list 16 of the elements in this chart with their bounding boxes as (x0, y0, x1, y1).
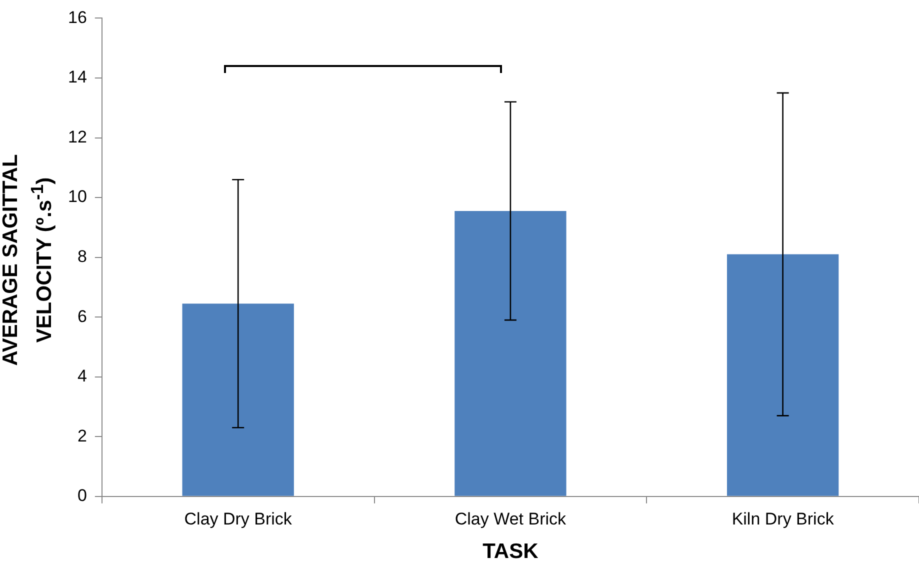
x-axis-title: TASK (482, 540, 538, 564)
y-tick-label: 0 (77, 486, 87, 506)
bar (182, 304, 294, 496)
y-tick-label: 10 (68, 187, 87, 206)
bar (726, 254, 839, 496)
y-tick-label: 14 (68, 68, 87, 87)
x-tick-label: Clay Wet Brick (454, 509, 567, 528)
y-tick-label: 6 (77, 306, 87, 326)
y-tick-label: 12 (68, 127, 87, 146)
y-tick-label: 4 (77, 366, 87, 386)
bar (454, 210, 566, 496)
x-tick-label: Clay Dry Brick (184, 509, 292, 528)
y-tick-label: 16 (68, 8, 87, 27)
x-tick-label: Kiln Dry Brick (732, 509, 834, 528)
y-tick-label: 8 (77, 246, 87, 266)
y-tick-label: 2 (77, 426, 87, 446)
